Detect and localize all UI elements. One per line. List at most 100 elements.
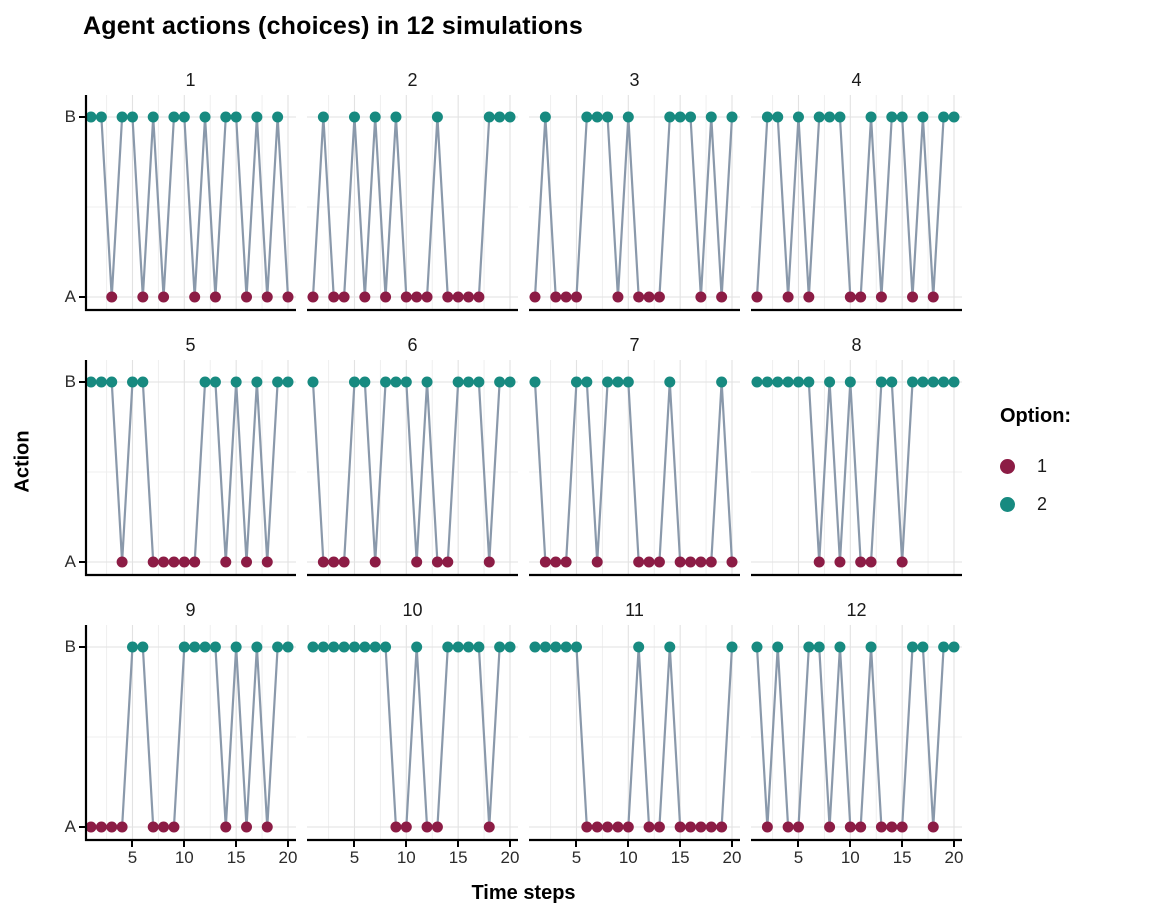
y-tick-mark [79,646,85,648]
data-point [307,376,319,388]
data-point [116,556,128,568]
data-point [241,291,253,303]
data-point [612,291,624,303]
data-point [761,111,773,123]
data-point [813,556,825,568]
data-point [782,291,794,303]
data-point [359,641,371,653]
x-tick-label: 10 [840,848,860,867]
data-point [431,111,443,123]
data-point [792,821,804,833]
x-tick-mark [235,841,238,847]
data-point [168,111,180,123]
x-tick-mark [797,841,800,847]
facet-strip-label: 9 [185,599,196,620]
y-tick-mark [79,381,85,383]
facet-panel-9 [84,625,296,842]
data-point [307,291,319,303]
data-point [938,641,950,653]
data-point [792,111,804,123]
data-point [560,641,572,653]
data-point [622,111,634,123]
data-point [824,821,836,833]
x-tick-mark [457,841,460,847]
data-point [917,111,929,123]
data-point [602,376,614,388]
data-point [927,291,939,303]
x-tick-label: 15 [448,848,468,867]
data-point [411,556,423,568]
x-tick-label: 20 [500,848,520,867]
x-tick-mark [627,841,630,847]
data-point [695,556,707,568]
x-tick-label: 10 [618,848,638,867]
legend-item-label: 2 [1037,494,1048,514]
data-point [390,821,402,833]
data-point [272,111,284,123]
data-point [539,556,551,568]
data-point [452,641,464,653]
data-point [328,291,340,303]
data-point [400,291,412,303]
x-tick-label: 15 [892,848,912,867]
data-point [591,556,603,568]
data-point [550,291,562,303]
data-point [907,641,919,653]
data-point [917,376,929,388]
data-point [400,376,412,388]
data-point [452,376,464,388]
data-point [348,111,360,123]
y-tick-label: A [64,287,76,306]
data-point [948,111,960,123]
data-point [643,821,655,833]
x-tick-mark [849,841,852,847]
legend-item-2: 2 [1000,494,1150,515]
data-point [147,556,159,568]
data-point [328,641,340,653]
data-point [896,111,908,123]
data-point [834,556,846,568]
data-point [230,111,242,123]
facet-panel-12 [751,625,962,842]
data-point [317,556,329,568]
data-point [896,556,908,568]
data-point [612,821,624,833]
data-point [348,376,360,388]
data-point [411,291,423,303]
facet-strip-label: 7 [629,334,640,355]
facet-panel-10 [307,625,518,842]
data-point [189,641,201,653]
data-point [328,556,340,568]
data-point [529,641,541,653]
x-tick-mark [509,841,511,847]
data-point [875,821,887,833]
x-tick-mark [287,841,289,847]
data-point [317,641,329,653]
data-point [158,821,170,833]
data-point [674,111,686,123]
facet-strip-label: 12 [846,599,867,620]
data-point [813,111,825,123]
data-point [390,111,402,123]
y-tick-label: B [64,372,76,391]
data-point [147,111,159,123]
data-point [209,376,221,388]
data-point [633,556,645,568]
data-point [834,641,846,653]
data-point [674,556,686,568]
data-point [761,376,773,388]
data-point [504,376,516,388]
data-point [380,376,392,388]
data-point [442,556,454,568]
data-point [581,821,593,833]
data-point [539,111,551,123]
facet-strip-label: 4 [851,69,862,90]
data-point [751,376,763,388]
data-point [359,291,371,303]
facet-strip-label: 3 [629,69,640,90]
data-point [126,111,138,123]
data-point [865,111,877,123]
y-tick-mark [79,296,85,298]
x-axis-title: Time steps [471,882,576,904]
